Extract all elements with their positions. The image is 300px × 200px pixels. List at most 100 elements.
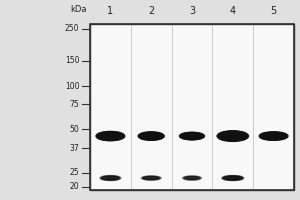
- Ellipse shape: [142, 176, 161, 180]
- Text: 250: 250: [65, 24, 80, 33]
- Ellipse shape: [220, 132, 246, 140]
- Ellipse shape: [223, 133, 243, 139]
- Ellipse shape: [140, 133, 162, 139]
- Ellipse shape: [141, 133, 161, 139]
- Ellipse shape: [182, 133, 202, 139]
- Ellipse shape: [228, 177, 237, 179]
- Ellipse shape: [103, 176, 118, 180]
- Ellipse shape: [184, 134, 200, 138]
- Ellipse shape: [105, 135, 116, 137]
- Ellipse shape: [144, 177, 158, 179]
- Ellipse shape: [226, 177, 240, 179]
- Text: 2: 2: [148, 6, 154, 16]
- Ellipse shape: [218, 131, 248, 141]
- Ellipse shape: [139, 132, 164, 140]
- Ellipse shape: [182, 133, 202, 139]
- Ellipse shape: [220, 132, 246, 140]
- Text: 75: 75: [70, 100, 80, 109]
- Ellipse shape: [179, 132, 205, 140]
- Ellipse shape: [221, 133, 244, 140]
- Ellipse shape: [222, 176, 244, 181]
- Ellipse shape: [106, 177, 115, 179]
- Ellipse shape: [181, 133, 203, 139]
- Ellipse shape: [223, 176, 243, 180]
- Ellipse shape: [218, 131, 248, 141]
- Ellipse shape: [221, 132, 245, 140]
- Ellipse shape: [184, 134, 200, 138]
- Ellipse shape: [103, 176, 118, 180]
- Ellipse shape: [146, 135, 157, 137]
- Ellipse shape: [185, 177, 199, 179]
- Ellipse shape: [180, 132, 204, 140]
- Ellipse shape: [268, 135, 279, 137]
- Ellipse shape: [183, 176, 201, 180]
- Ellipse shape: [139, 132, 163, 140]
- Ellipse shape: [144, 177, 158, 179]
- Ellipse shape: [142, 176, 161, 180]
- Ellipse shape: [224, 176, 241, 180]
- Ellipse shape: [102, 176, 119, 180]
- Ellipse shape: [101, 134, 119, 139]
- Ellipse shape: [100, 133, 120, 139]
- Bar: [90, 24, 294, 190]
- Ellipse shape: [100, 133, 121, 139]
- Ellipse shape: [143, 134, 160, 138]
- Ellipse shape: [143, 176, 159, 180]
- Ellipse shape: [188, 177, 196, 179]
- Ellipse shape: [142, 176, 160, 180]
- Ellipse shape: [100, 133, 121, 139]
- Ellipse shape: [143, 176, 159, 180]
- Ellipse shape: [185, 177, 199, 179]
- Ellipse shape: [187, 135, 197, 137]
- Ellipse shape: [181, 133, 203, 139]
- Ellipse shape: [103, 176, 118, 180]
- Ellipse shape: [183, 134, 201, 138]
- Text: 1: 1: [107, 6, 113, 16]
- Text: 3: 3: [189, 6, 195, 16]
- Ellipse shape: [261, 132, 286, 140]
- Ellipse shape: [99, 133, 122, 140]
- Ellipse shape: [225, 176, 240, 180]
- Ellipse shape: [183, 134, 201, 139]
- Ellipse shape: [100, 176, 120, 180]
- Ellipse shape: [143, 134, 159, 138]
- Ellipse shape: [145, 177, 158, 179]
- Ellipse shape: [97, 132, 124, 140]
- Ellipse shape: [182, 133, 202, 139]
- Ellipse shape: [98, 132, 123, 140]
- Ellipse shape: [142, 176, 160, 180]
- Ellipse shape: [264, 134, 283, 139]
- Ellipse shape: [184, 176, 200, 180]
- Ellipse shape: [184, 176, 200, 180]
- Text: 100: 100: [65, 82, 80, 91]
- Ellipse shape: [222, 133, 243, 139]
- Text: 37: 37: [70, 144, 80, 153]
- Ellipse shape: [147, 177, 155, 179]
- Ellipse shape: [260, 132, 288, 140]
- Ellipse shape: [183, 176, 201, 180]
- Ellipse shape: [218, 131, 247, 141]
- Ellipse shape: [263, 133, 284, 139]
- Text: kDa: kDa: [70, 5, 87, 14]
- Ellipse shape: [140, 133, 162, 140]
- Ellipse shape: [223, 176, 243, 180]
- Ellipse shape: [183, 176, 201, 180]
- Text: 25: 25: [70, 168, 80, 177]
- Ellipse shape: [98, 132, 123, 140]
- Ellipse shape: [259, 132, 288, 140]
- Ellipse shape: [102, 176, 119, 180]
- Ellipse shape: [264, 133, 284, 139]
- Ellipse shape: [141, 133, 161, 139]
- Ellipse shape: [184, 134, 200, 138]
- Text: 4: 4: [230, 6, 236, 16]
- Ellipse shape: [224, 176, 242, 180]
- Ellipse shape: [223, 133, 242, 139]
- Ellipse shape: [142, 133, 160, 139]
- Ellipse shape: [260, 132, 287, 140]
- Ellipse shape: [261, 133, 286, 140]
- Ellipse shape: [223, 176, 242, 180]
- Ellipse shape: [184, 176, 200, 180]
- Ellipse shape: [265, 134, 282, 138]
- Ellipse shape: [226, 135, 239, 138]
- Ellipse shape: [142, 133, 161, 139]
